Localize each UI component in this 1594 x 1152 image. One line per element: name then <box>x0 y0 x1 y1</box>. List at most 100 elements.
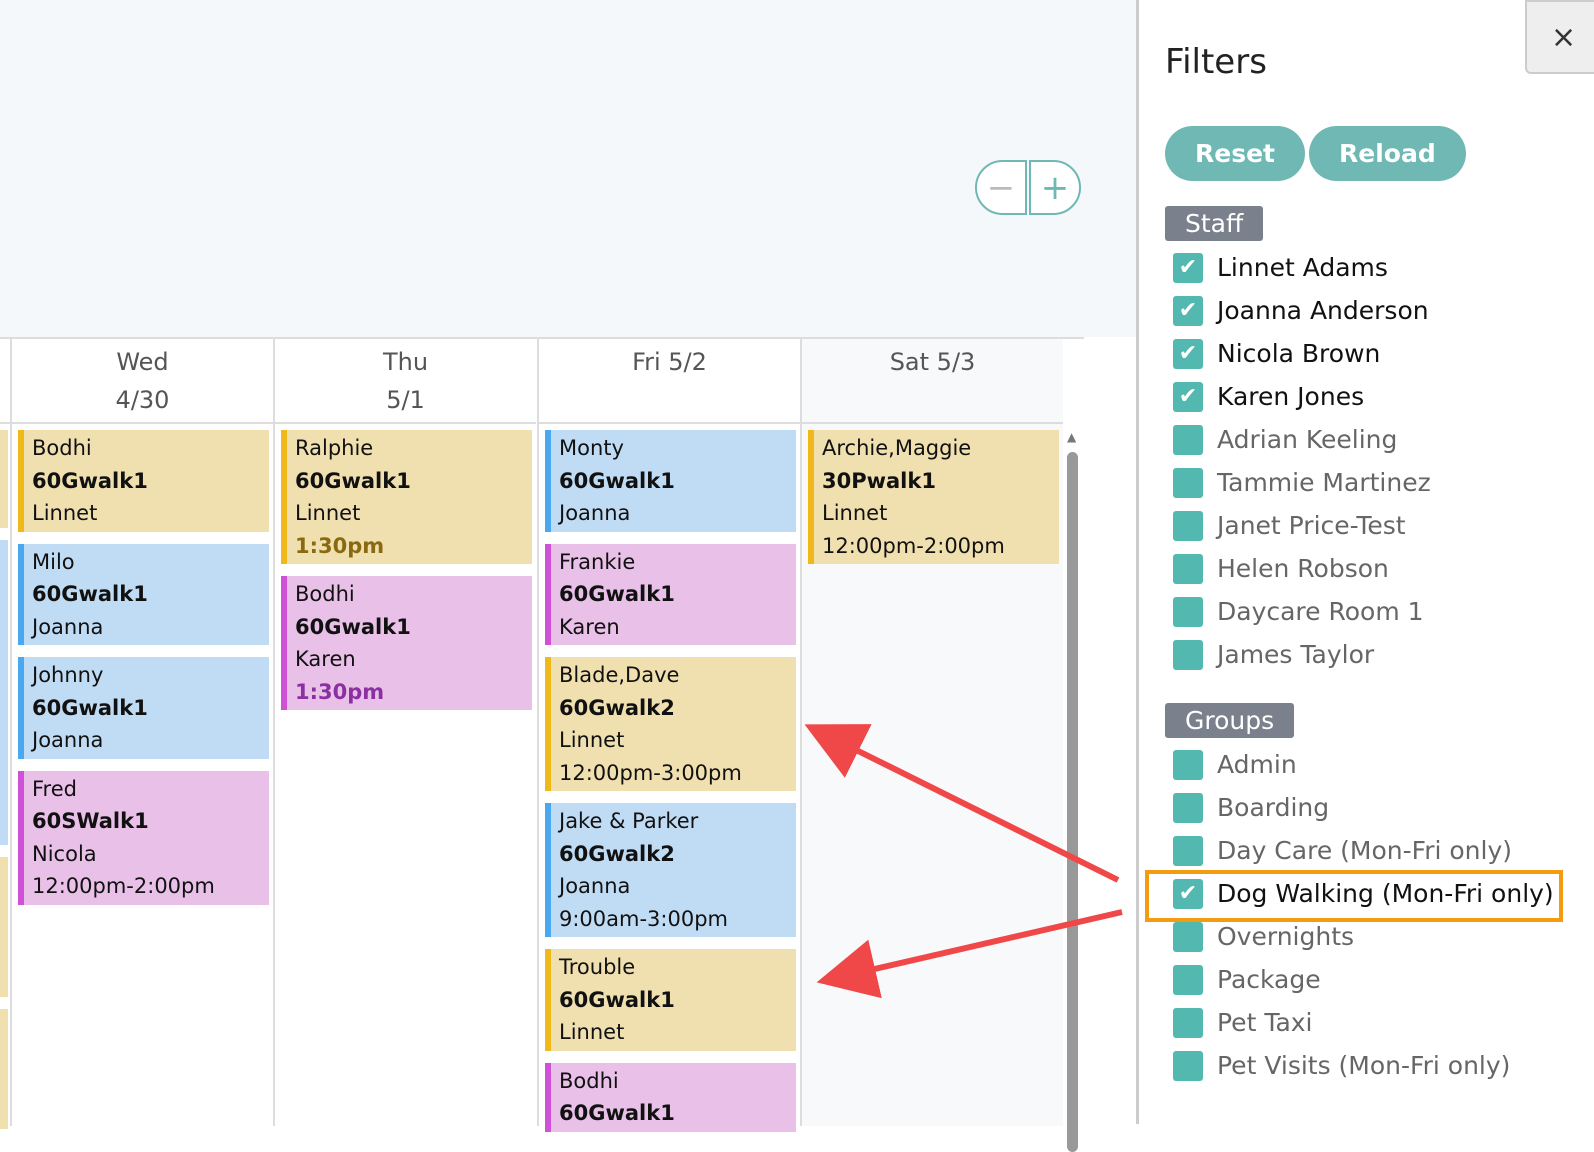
reset-button[interactable]: Reset <box>1165 126 1305 181</box>
checkbox-checked-icon[interactable]: ✔ <box>1173 295 1203 326</box>
checkbox-unchecked-icon[interactable] <box>1173 639 1203 670</box>
checkbox-unchecked-icon[interactable] <box>1173 596 1203 627</box>
filter-checkbox-item[interactable]: Overnights <box>1173 915 1554 958</box>
service-code: 60Gwalk1 <box>32 468 148 493</box>
filter-label: Karen Jones <box>1217 382 1365 411</box>
filter-checkbox-item[interactable]: James Taylor <box>1173 633 1431 676</box>
appointment[interactable]: Blade,Dave 60Gwalk2 Linnet 12:00pm-3:00pm <box>545 657 796 791</box>
filter-checkbox-item[interactable]: Pet Taxi <box>1173 1001 1554 1044</box>
filter-checkbox-item[interactable]: Tammie Martinez <box>1173 461 1431 504</box>
checkbox-unchecked-icon[interactable] <box>1173 467 1203 498</box>
appointment[interactable]: Bodhi 60Gwalk1 <box>545 1062 796 1132</box>
pet-name: Bodhi <box>295 582 355 606</box>
checkbox-checked-icon[interactable]: ✔ <box>1173 878 1203 909</box>
pet-name: Johnny <box>32 663 104 687</box>
toolbar-area: − + <box>0 0 1136 337</box>
service-code: 60Gwalk2 <box>559 841 675 866</box>
checkbox-checked-icon[interactable]: ✔ <box>1173 381 1203 412</box>
staff-name: Linnet <box>32 501 98 525</box>
pet-name: Fred <box>32 776 77 801</box>
filter-checkbox-item[interactable]: ✔ Dog Walking (Mon-Fri only) <box>1173 872 1554 915</box>
zoom-controls: − + <box>975 160 1081 215</box>
checkbox-unchecked-icon[interactable] <box>1173 510 1203 541</box>
appointment-time: 12:00pm-2:00pm <box>822 533 1005 558</box>
service-code: 60Gwalk1 <box>559 468 675 493</box>
checkbox-unchecked-icon[interactable] <box>1173 1007 1203 1038</box>
zoom-out-button[interactable]: − <box>975 160 1027 215</box>
checkbox-unchecked-icon[interactable] <box>1173 964 1203 995</box>
pet-name: Jake & Parker <box>559 809 699 833</box>
checkbox-checked-icon[interactable]: ✔ <box>1173 252 1203 283</box>
filter-checkbox-item[interactable]: Janet Price-Test <box>1173 504 1431 547</box>
staff-name: Karen <box>559 614 620 639</box>
appointment[interactable]: Ralphie 60Gwalk1 Linnet 1:30pm <box>281 430 532 564</box>
groups-section-label: Groups <box>1165 703 1295 738</box>
checkbox-unchecked-icon[interactable] <box>1173 1050 1203 1081</box>
appointment[interactable]: Frankie 60Gwalk1 Karen <box>545 543 796 645</box>
filter-checkbox-item[interactable]: ✔ Nicola Brown <box>1173 332 1431 375</box>
filter-checkbox-item[interactable]: Daycare Room 1 <box>1173 590 1431 633</box>
checkbox-checked-icon[interactable]: ✔ <box>1173 338 1203 369</box>
appointment[interactable]: Monty 60Gwalk1 Joanna <box>545 430 796 532</box>
filter-label: Tammie Martinez <box>1217 468 1431 497</box>
close-icon[interactable]: × <box>1525 0 1594 74</box>
filter-checkbox-item[interactable]: Adrian Keeling <box>1173 418 1431 461</box>
checkbox-unchecked-icon[interactable] <box>1173 424 1203 455</box>
day-header[interactable]: Fri 5/2 <box>539 339 800 424</box>
filter-checkbox-item[interactable]: Admin <box>1173 743 1554 786</box>
appointment[interactable]: Milo 60Gwalk1 Joanna <box>18 543 269 645</box>
pet-name: Blade,Dave <box>559 663 680 687</box>
filter-checkbox-item[interactable]: ✔ Joanna Anderson <box>1173 289 1431 332</box>
annotation-arrows <box>804 724 1123 999</box>
day-name: Sat 5/3 <box>889 348 976 376</box>
appointment[interactable]: Archie,Maggie 30Pwalk1 Linnet 12:00pm-2:00p… <box>808 430 1059 564</box>
arrow-to-trouble <box>816 909 1123 999</box>
reload-button[interactable]: Reload <box>1309 126 1466 181</box>
appointment[interactable]: Trouble 60Gwalk1 Linnet <box>545 949 796 1051</box>
day-header[interactable]: Sat 5/3 <box>802 339 1063 424</box>
day-name: Thu <box>382 348 429 376</box>
staff-name: Linnet <box>559 1020 625 1044</box>
service-code: 60Gwalk1 <box>295 468 411 493</box>
checkbox-unchecked-icon[interactable] <box>1173 553 1203 584</box>
appointment[interactable]: Jake & Parker 60Gwalk2 Joanna 9:00am-3:00pm <box>545 803 796 937</box>
filter-label: Joanna Anderson <box>1217 296 1429 325</box>
filters-panel: × Filters Reset Reload Staff ✔ Linnet Ada… <box>1136 0 1594 1124</box>
day-header[interactable]: Wed 4/30 <box>12 339 273 424</box>
filter-checkbox-item[interactable]: ✔ Karen Jones <box>1173 375 1431 418</box>
appointment[interactable]: Bodhi 60Gwalk1 Linnet <box>18 430 269 532</box>
filter-label: Adrian Keeling <box>1217 425 1398 454</box>
filter-checkbox-item[interactable]: Boarding <box>1173 786 1554 829</box>
arrow-to-blade-dave <box>804 724 1120 883</box>
calendar-scrollbar[interactable]: ▲ <box>1063 424 1083 1152</box>
filter-checkbox-item[interactable]: Day Care (Mon-Fri only) <box>1173 829 1554 872</box>
day-header[interactable]: Thu 5/1 <box>275 339 536 424</box>
checkbox-unchecked-icon[interactable] <box>1173 835 1203 866</box>
pet-name: Frankie <box>559 549 636 574</box>
day-name: Fri 5/2 <box>632 348 707 376</box>
scrollbar-thumb[interactable] <box>1067 452 1078 1152</box>
checkbox-unchecked-icon[interactable] <box>1173 749 1203 780</box>
service-code: 30Pwalk1 <box>822 468 936 493</box>
appointment[interactable]: Johnny 60Gwalk1 Joanna <box>18 657 269 759</box>
pet-name: Milo <box>32 549 75 574</box>
filter-checkbox-item[interactable]: Helen Robson <box>1173 547 1431 590</box>
checkbox-unchecked-icon[interactable] <box>1173 792 1203 823</box>
appointment-time: 9:00am-3:00pm <box>559 906 729 931</box>
appointment[interactable]: Bodhi 60Gwalk1 Karen 1:30pm <box>281 576 532 710</box>
filter-checkbox-item[interactable]: Pet Visits (Mon-Fri only) <box>1173 1044 1554 1087</box>
service-code: 60Gwalk1 <box>559 987 675 1012</box>
filter-checkbox-item[interactable]: ✔ Linnet Adams <box>1173 246 1431 289</box>
filter-label: Package <box>1217 965 1321 994</box>
filter-checkbox-item[interactable]: Package <box>1173 958 1554 1001</box>
pet-name: Archie,Maggie <box>822 436 972 460</box>
pet-name: Bodhi <box>559 1068 619 1093</box>
filter-label: Pet Taxi <box>1217 1008 1313 1037</box>
appointment-time: 12:00pm-2:00pm <box>32 874 215 898</box>
zoom-in-button[interactable]: + <box>1029 160 1081 215</box>
highlight-box <box>1145 870 1563 922</box>
appointment[interactable]: Fred 60SWalk1 Nicola 12:00pm-2:00pm <box>18 770 269 905</box>
checkbox-unchecked-icon[interactable] <box>1173 921 1203 952</box>
pet-name: Trouble <box>559 955 636 979</box>
service-code: 60Gwalk1 <box>295 614 411 639</box>
